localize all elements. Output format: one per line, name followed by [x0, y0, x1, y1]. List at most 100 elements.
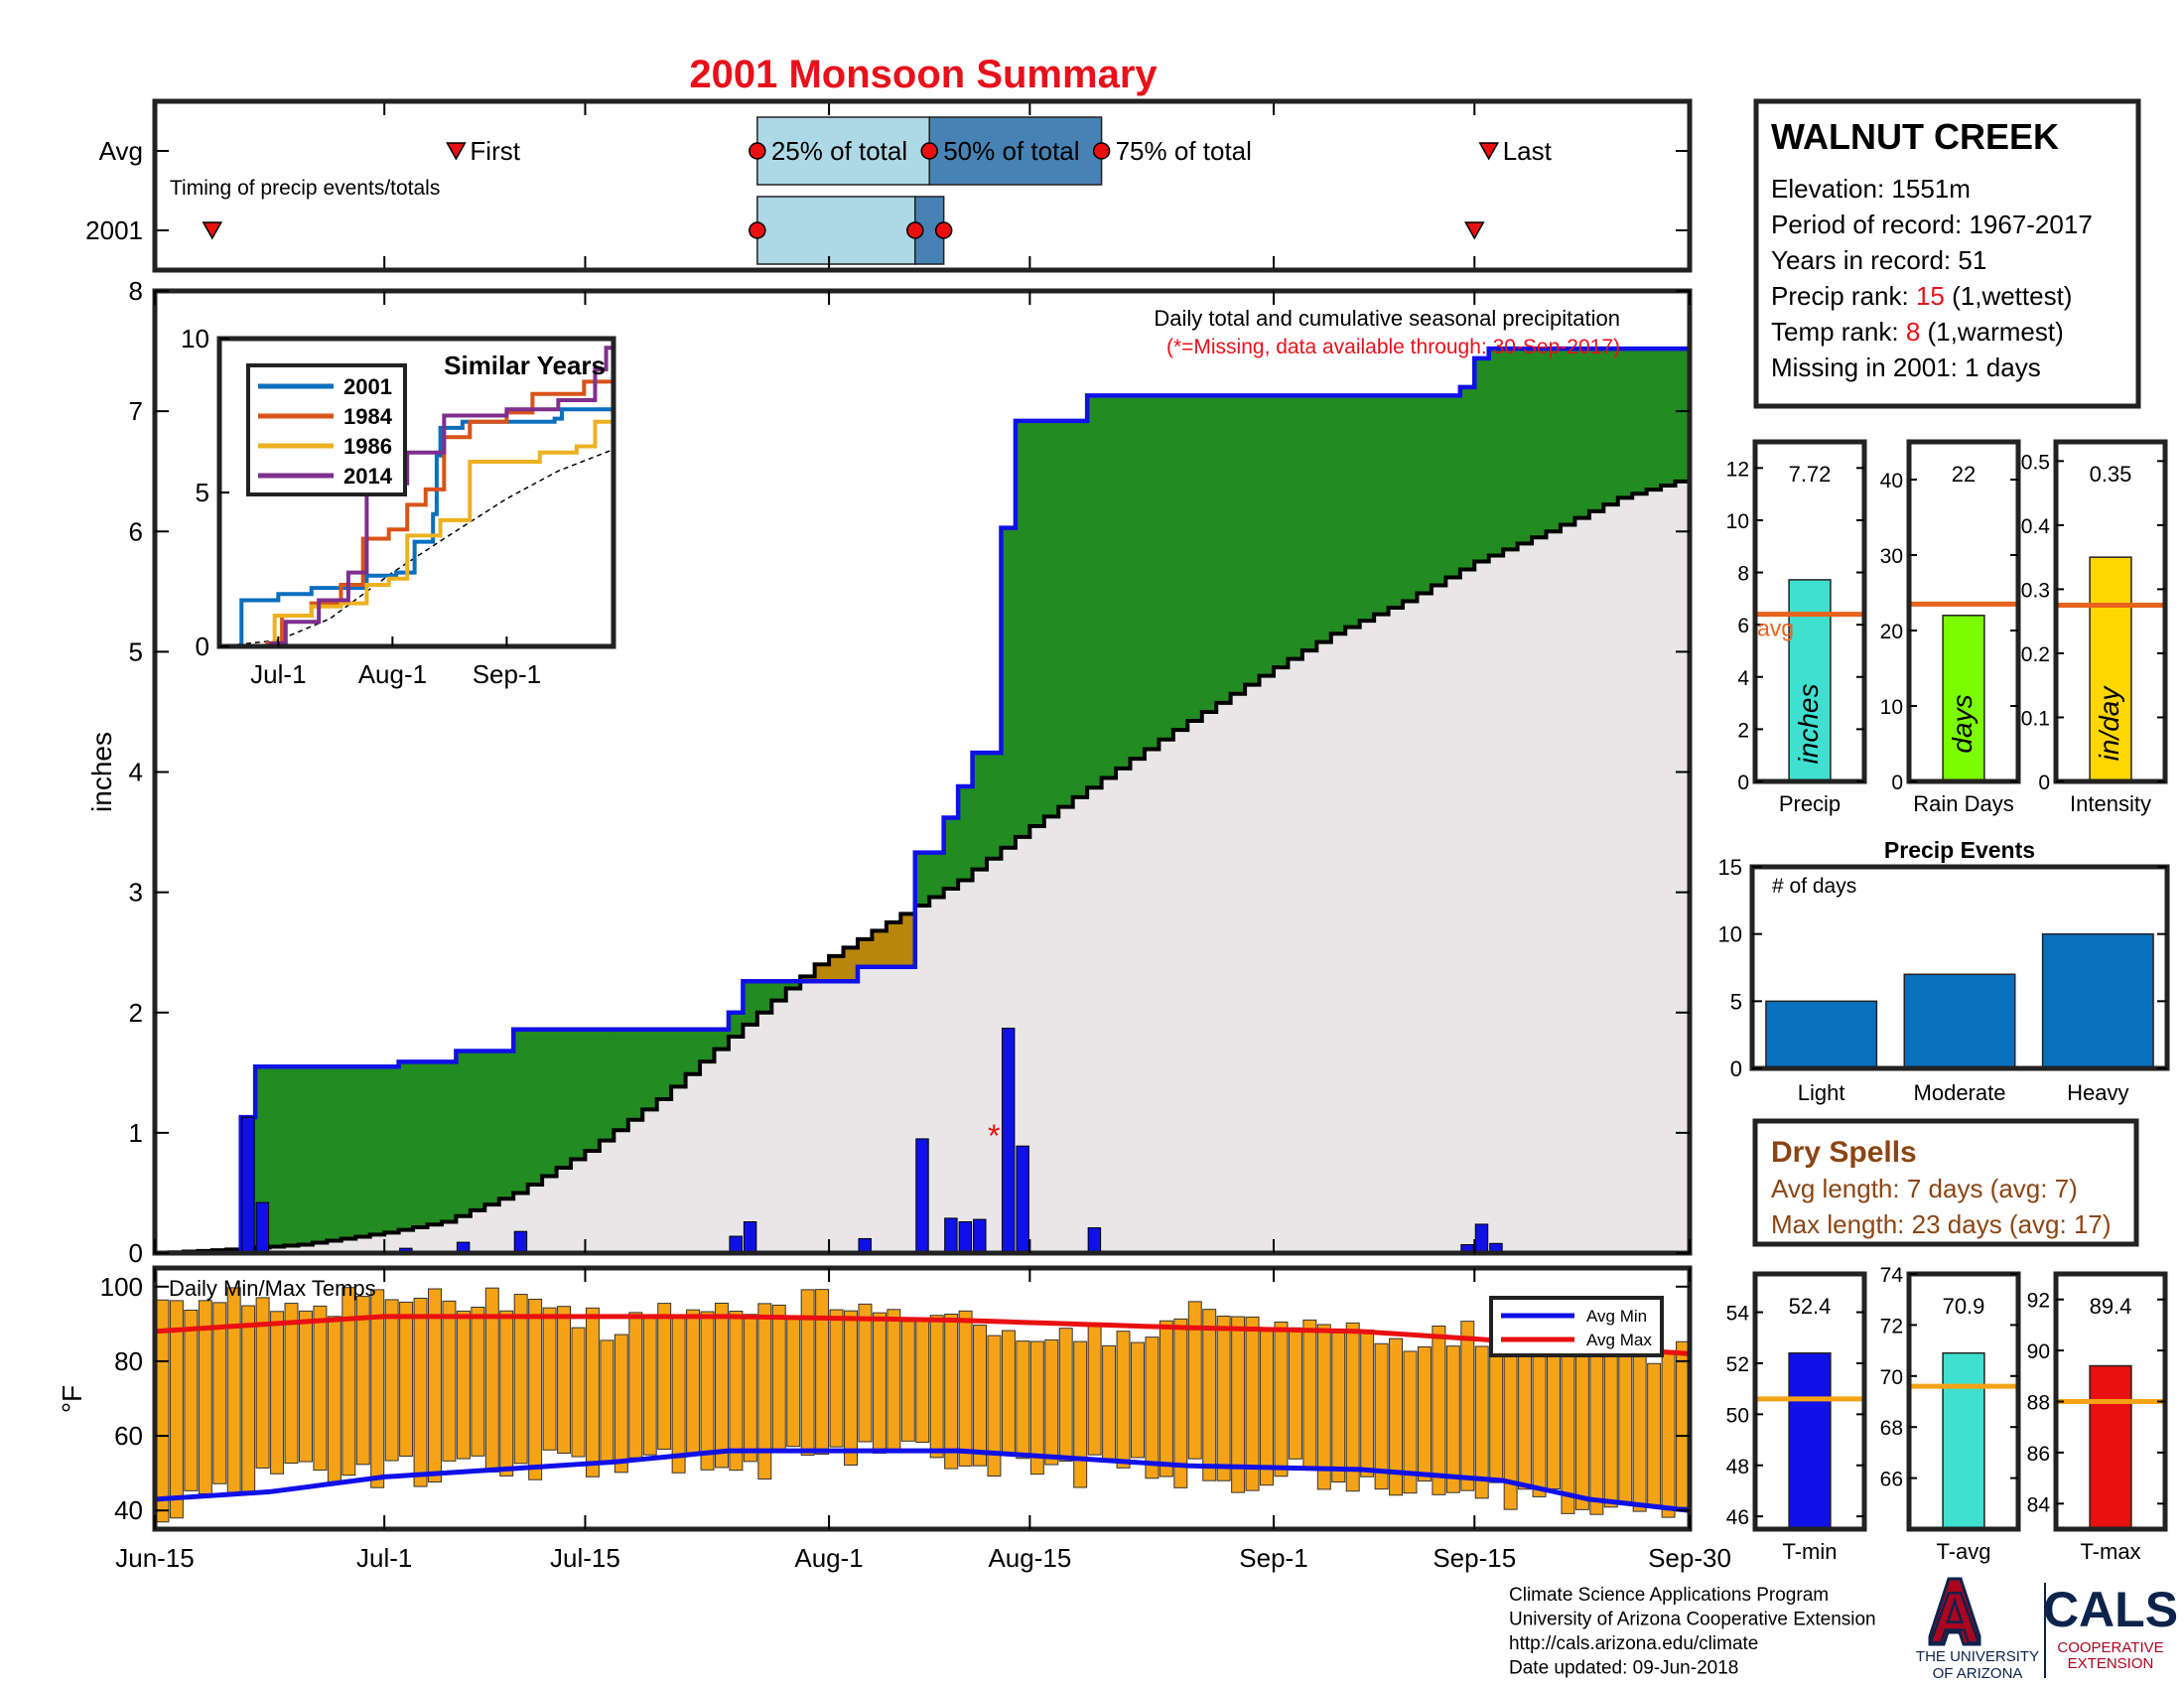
tmax-ytick-label: 90 [2027, 1340, 2050, 1363]
above-avg-segment [943, 817, 959, 889]
precip-avg-label: avg [1757, 616, 1794, 641]
temp-bar [944, 1314, 959, 1470]
tmin-category-label: T-min [1783, 1539, 1838, 1564]
above-avg-segment [914, 852, 930, 906]
ua-letter-a: A [1929, 1579, 1980, 1658]
above-avg-segment [1159, 395, 1174, 740]
above-avg-segment [1546, 349, 1562, 532]
temp-bar [1116, 1331, 1131, 1469]
panel-raindays: 0 10 20 30 40 22 Rain Days days [1880, 439, 2021, 816]
above-avg-segment [284, 1066, 300, 1246]
station-line-value: 8 [1906, 317, 1920, 347]
above-avg-segment [1172, 395, 1188, 731]
above-avg-segment [656, 1029, 672, 1099]
avg-p25-marker [749, 142, 766, 160]
intensity-ytick-label: 0.3 [2021, 579, 2050, 602]
avg-p50-marker [920, 142, 938, 160]
intensity-ytick-label: 0 [2038, 772, 2050, 794]
daily-precip-bar [973, 1218, 987, 1254]
above-avg-segment [398, 1061, 414, 1230]
events-ytick-label: 0 [1730, 1056, 1742, 1081]
season-stats-panels: 0 2 4 6 8 10 12 7.72 Precip inches avg 0 10 20 30 40 22 R… [1726, 439, 2168, 816]
precip-ytick-label: 4 [1737, 667, 1749, 690]
above-avg-segment [1301, 395, 1317, 651]
precip-ytick-label: 10 [1726, 510, 1749, 533]
legend-label-1986: 1986 [343, 434, 392, 459]
year-25-50-box [756, 196, 916, 265]
missing-data-marker: * [988, 1118, 1000, 1154]
temp-bar [657, 1303, 672, 1451]
temp-bar [743, 1314, 757, 1463]
temp-bar [671, 1315, 686, 1474]
above-avg-segment [513, 1029, 529, 1194]
above-avg-segment [470, 1051, 485, 1210]
daily-precip-bar [1474, 1223, 1489, 1254]
tmax-category-label: T-max [2080, 1539, 2140, 1564]
inset-avg-dashed-line [218, 448, 614, 647]
temp-bar [1661, 1349, 1676, 1518]
main-ytick-label: 8 [129, 276, 143, 306]
temp-bar [614, 1334, 628, 1474]
temp-bar [700, 1311, 715, 1471]
temp-bar [600, 1339, 614, 1464]
above-avg-segment [527, 1029, 543, 1185]
cals-wordmark: CALS [2043, 1582, 2178, 1637]
above-avg-segment [1058, 420, 1074, 807]
above-avg-segment [1417, 395, 1433, 594]
temp-bar [413, 1297, 428, 1487]
main-chart-subtitle: (*=Missing, data available through: 30-S… [1166, 336, 1620, 358]
above-avg-segment [369, 1066, 385, 1235]
above-avg-segment [1345, 395, 1361, 628]
above-avg-segment [1517, 349, 1533, 544]
events-ylabel: # of days [1772, 875, 1856, 898]
event-bar-moderate [1903, 973, 2016, 1069]
temp-bar [557, 1306, 572, 1454]
station-line-label: Period of record: [1771, 210, 1969, 239]
coop-line1: COOPERATIVE [2057, 1639, 2163, 1656]
temp-bar [241, 1305, 256, 1492]
legend-label-avg-max: Avg Max [1586, 1331, 1652, 1349]
above-avg-segment [327, 1066, 342, 1241]
precip-ytick-label: 0 [1737, 772, 1749, 794]
above-avg-segment [556, 1029, 572, 1169]
panel-precip: 0 2 4 6 8 10 12 7.72 Precip inches avg [1726, 439, 1867, 816]
intensity-frame [2053, 439, 2168, 784]
above-avg-segment [929, 852, 945, 898]
temp-bar [1589, 1332, 1604, 1515]
above-avg-segment [1043, 420, 1059, 817]
timing-caption: Timing of precip events/totals [170, 177, 440, 200]
difference-fill [169, 349, 1691, 1253]
station-line: Missing in 2001: 1 days [1771, 352, 2041, 382]
temp-ytick-label: 80 [114, 1346, 143, 1376]
temp-bar [1532, 1337, 1547, 1497]
temp-ytick-label: 60 [114, 1421, 143, 1451]
temp-ytick-label: 100 [100, 1272, 143, 1302]
station-line: Temp rank: 8 (1,warmest) [1771, 317, 2064, 347]
legend-label-2014: 2014 [343, 464, 393, 489]
temp-bar [1044, 1338, 1059, 1466]
temp-bar [341, 1287, 356, 1477]
station-line: Elevation: 1551m [1771, 174, 1971, 204]
above-avg-segment [1101, 395, 1117, 778]
raindays-ytick-label: 0 [1891, 772, 1903, 794]
avg-25-50-box [756, 116, 930, 186]
avg-min-line [154, 1448, 1691, 1513]
events-ytick-label: 10 [1718, 922, 1742, 947]
temp-ytick-label: 40 [114, 1495, 143, 1525]
event-category-label: Heavy [2067, 1080, 2128, 1105]
daily-precip-bar [958, 1221, 973, 1254]
above-avg-segment [1201, 395, 1217, 712]
above-avg-segment [1560, 349, 1576, 525]
tmax-ytick-label: 92 [2027, 1290, 2050, 1313]
avg-p75-marker [1092, 142, 1111, 160]
temp-bar [1260, 1330, 1274, 1486]
station-line-value: 1967-2017 [1969, 210, 2092, 239]
inset-title: Similar Years [444, 351, 606, 380]
ua-letter-shape [1928, 1577, 1981, 1646]
xtick-label: Aug-1 [794, 1543, 863, 1573]
daily-temps-chart: 40 60 80 100 Jun-15 Jul-1 Jul-15 Aug-1 Aug-15 Sep… [57, 1265, 1731, 1573]
footer-line: http://cals.arizona.edu/climate [1509, 1633, 1758, 1654]
temp-bar [858, 1303, 873, 1443]
